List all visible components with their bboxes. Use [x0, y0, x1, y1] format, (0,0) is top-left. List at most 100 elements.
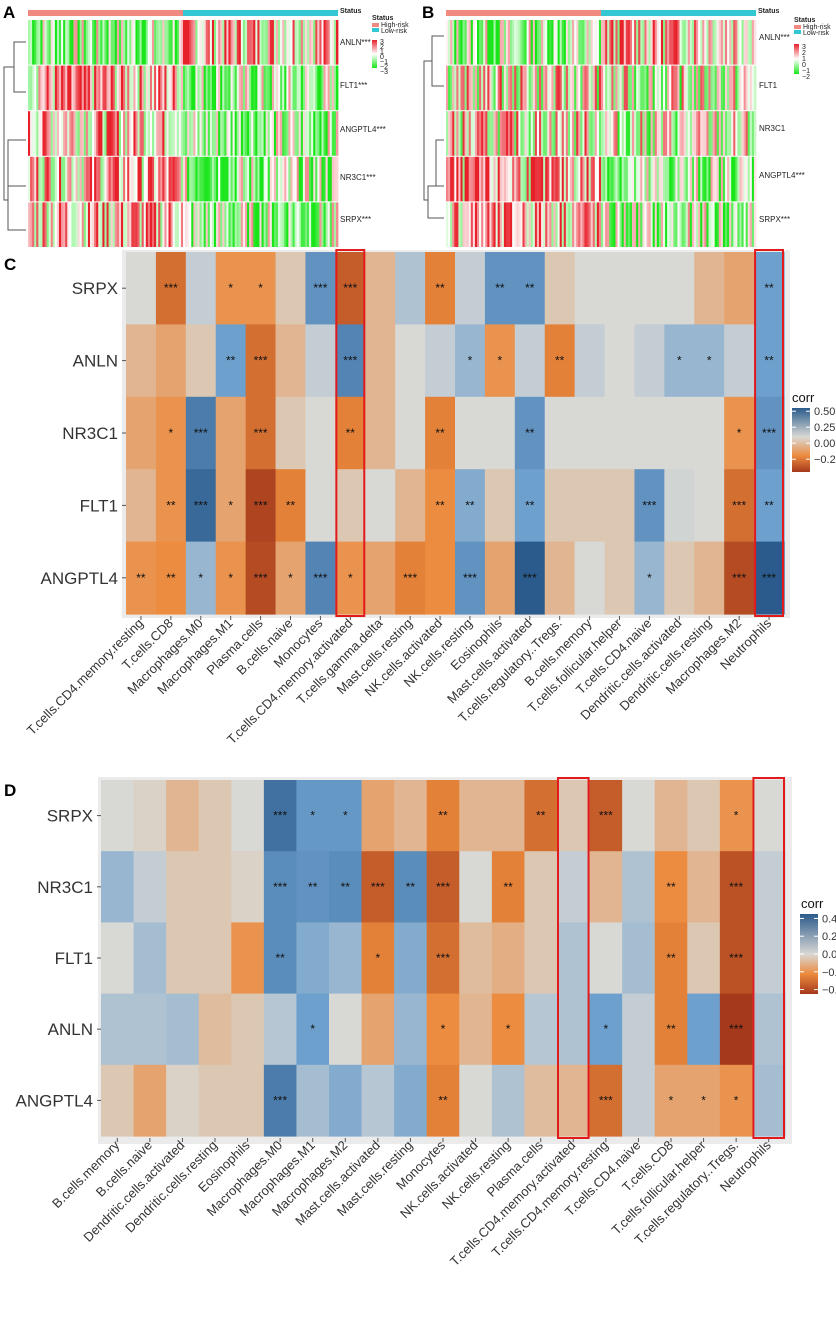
- expression-cell: [454, 111, 457, 156]
- expression-cell: [671, 202, 674, 247]
- expression-cell: [160, 156, 163, 202]
- expression-cell: [195, 65, 198, 111]
- expression-cell: [112, 65, 116, 111]
- expression-cell: [201, 111, 205, 156]
- expression-cell: [335, 202, 339, 247]
- heatmap-cell: [514, 396, 546, 470]
- expression-cell: [468, 202, 472, 247]
- expression-cell: [598, 65, 602, 111]
- expression-cell: [516, 111, 519, 156]
- high-risk-label: High-risk: [803, 24, 831, 31]
- expression-cell: [75, 156, 78, 202]
- expression-cell: [178, 20, 182, 65]
- significance-mark: *: [288, 571, 293, 585]
- expression-cell: [265, 20, 269, 65]
- expression-cell: [118, 111, 122, 156]
- legend-tick-label: 0.00: [814, 438, 835, 450]
- expression-cell: [133, 156, 136, 202]
- expression-cell: [460, 202, 463, 247]
- expression-cell: [501, 202, 505, 247]
- heatmap-cell: [484, 541, 516, 615]
- expression-cell: [106, 156, 109, 202]
- column-label: T.cells.CD4.memory.resting: [24, 616, 146, 738]
- expression-cell: [729, 202, 732, 247]
- expression-cell: [551, 156, 554, 202]
- expression-cell: [499, 202, 503, 247]
- expression-cell: [172, 156, 176, 202]
- expression-cell: [474, 20, 478, 65]
- expression-cell: [199, 65, 202, 111]
- expression-cell: [298, 202, 302, 247]
- expression-cell: [745, 156, 749, 202]
- heatmap-cell: [491, 780, 526, 852]
- expression-cell: [667, 20, 670, 65]
- expression-cell: [329, 111, 333, 156]
- panel-a-legend-tick: −1: [380, 59, 388, 66]
- panel-b-legend-tick: −1: [802, 68, 810, 75]
- significance-mark: ***: [371, 880, 385, 894]
- expression-cell: [702, 156, 705, 202]
- expression-cell: [75, 111, 78, 156]
- heatmap-cell: [231, 780, 265, 852]
- expression-cell: [220, 20, 223, 65]
- expression-cell: [584, 20, 587, 65]
- expression-cell: [553, 156, 556, 202]
- significance-mark: **: [666, 1022, 676, 1036]
- heatmap-cell: [544, 469, 576, 543]
- significance-mark: ***: [403, 571, 417, 585]
- panel-a-gene-label: FLT1***: [340, 81, 367, 90]
- expression-cell: [313, 156, 316, 202]
- expression-cell: [156, 156, 159, 202]
- expression-cell: [156, 111, 159, 156]
- heatmap-cell: [394, 851, 428, 923]
- expression-cell: [708, 156, 711, 202]
- expression-cell: [474, 111, 478, 156]
- expression-cell: [462, 156, 465, 202]
- expression-cell: [654, 111, 658, 156]
- expression-cell: [623, 65, 627, 111]
- panel-b-gene-label: SRPX***: [759, 215, 790, 224]
- expression-cell: [166, 20, 169, 65]
- heatmap-cell: [166, 780, 200, 852]
- expression-cell: [749, 20, 753, 65]
- expression-cell: [667, 202, 670, 247]
- panel-d-column-labels: B.cells.memoryB.cells.naiveDendritic.cel…: [49, 1137, 774, 1269]
- expression-cell: [176, 156, 180, 202]
- expression-cell: [694, 156, 697, 202]
- expression-cell: [83, 20, 87, 65]
- expression-cell: [751, 111, 755, 156]
- expression-cell: [205, 111, 209, 156]
- expression-cell: [123, 65, 126, 111]
- expression-cell: [503, 65, 507, 111]
- expression-cell: [590, 202, 594, 247]
- expression-cell: [133, 20, 136, 65]
- expression-cell: [499, 20, 503, 65]
- expression-cell: [79, 20, 83, 65]
- expression-cell: [576, 156, 579, 202]
- expression-cell: [236, 65, 240, 111]
- expression-cell: [242, 20, 246, 65]
- expression-cell: [94, 111, 97, 156]
- expression-cell: [708, 20, 711, 65]
- expression-cell: [629, 111, 633, 156]
- expression-cell: [470, 65, 474, 111]
- expression-cell: [613, 202, 616, 247]
- expression-cell: [325, 202, 329, 247]
- expression-cell: [50, 202, 54, 247]
- expression-cell: [242, 111, 246, 156]
- expression-cell: [677, 202, 680, 247]
- expression-cell: [288, 156, 291, 202]
- expression-cell: [242, 65, 246, 111]
- expression-cell: [129, 156, 132, 202]
- significance-mark: ***: [313, 281, 327, 295]
- expression-cell: [592, 65, 596, 111]
- panel-d: D *** * * ** ** *** **** ** ** *** ** *** ** ** ***** *…: [4, 777, 836, 1269]
- expression-cell: [230, 156, 233, 202]
- expression-cell: [665, 202, 668, 247]
- expression-cell: [623, 202, 627, 247]
- significance-mark: **: [764, 281, 774, 295]
- expression-cell: [638, 20, 641, 65]
- expression-cell: [123, 156, 126, 202]
- expression-cell: [257, 156, 260, 202]
- expression-cell: [702, 111, 705, 156]
